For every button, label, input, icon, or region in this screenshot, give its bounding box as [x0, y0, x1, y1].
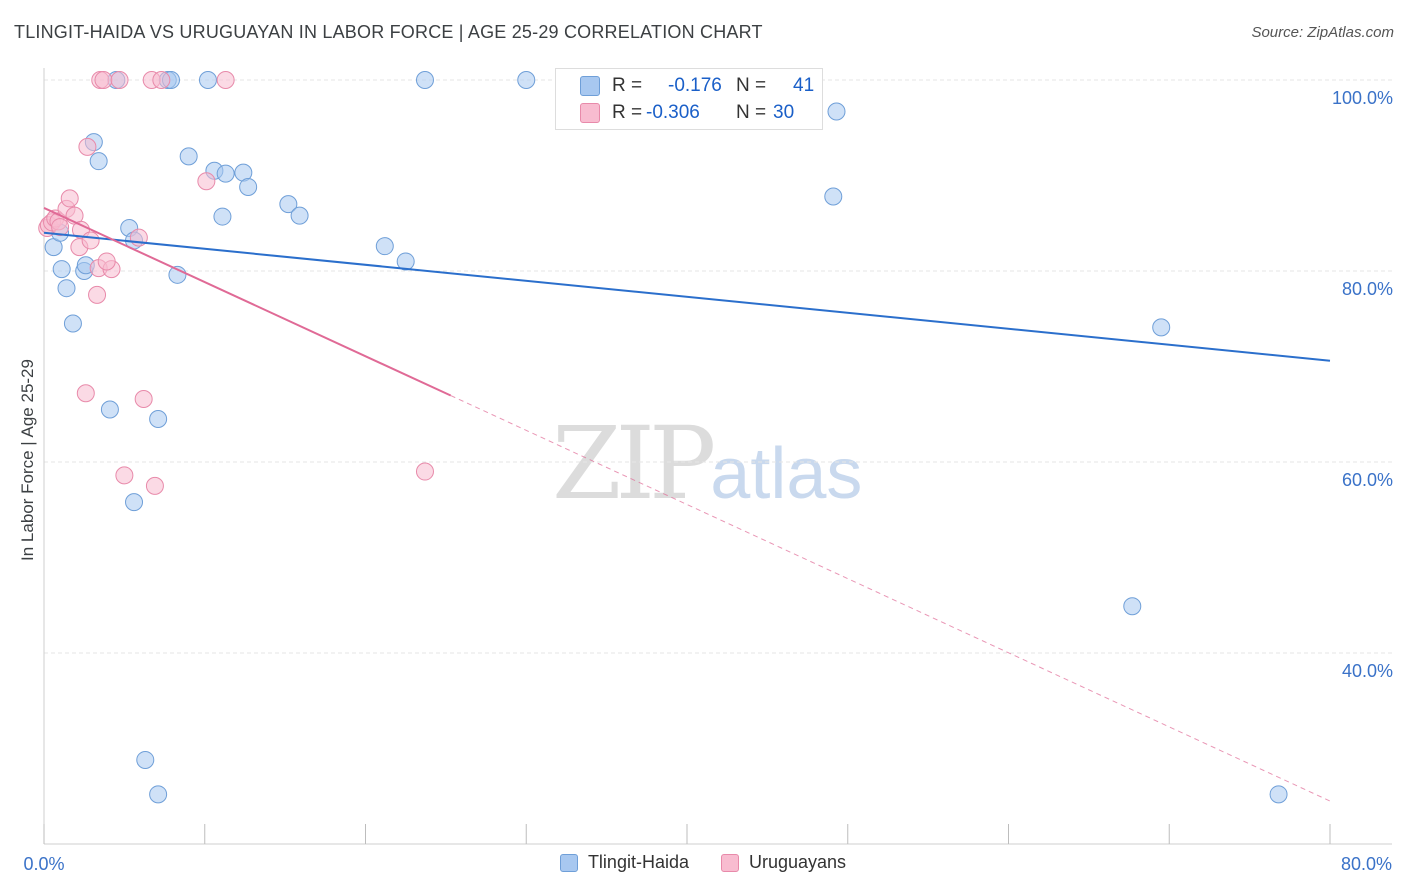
- uruguayan-point: [216, 71, 235, 89]
- uruguayan-point: [97, 252, 116, 271]
- x-tick-label: 0.0%: [23, 854, 64, 874]
- tlingit-point: [1152, 318, 1171, 337]
- n-label: N =: [736, 75, 767, 96]
- legend-item-uruguayans: Uruguayans: [720, 852, 847, 873]
- uruguayan-r-value: -0.306: [646, 102, 700, 123]
- legend-label-tlingit: Tlingit-Haida: [587, 852, 689, 872]
- tlingit-point: [63, 314, 82, 333]
- tlingit-point: [1123, 597, 1142, 616]
- uruguayan-point: [81, 231, 100, 250]
- tlingit-point: [149, 410, 168, 429]
- uruguayan-swatch: [580, 103, 600, 123]
- tlingit-point: [89, 152, 108, 171]
- uruguayan-trendline-extension: [450, 395, 1331, 802]
- uruguayan-point: [94, 71, 113, 89]
- uruguayan-point: [197, 172, 216, 191]
- source-label: Source: ZipAtlas.com: [1251, 24, 1394, 41]
- uruguayan-n-value: 30: [773, 102, 795, 123]
- x-tick-label: 80.0%: [1341, 854, 1392, 874]
- tlingit-point: [279, 195, 298, 214]
- n-label: N =: [736, 102, 767, 123]
- legend-item-tlingit: Tlingit-Haida: [559, 852, 689, 873]
- tlingit-point: [375, 237, 394, 256]
- uruguayan-point: [60, 189, 79, 208]
- tlingit-point: [213, 207, 232, 226]
- y-tick-label: 80.0%: [1342, 279, 1393, 299]
- tlingit-point: [824, 187, 843, 206]
- tlingit-point: [216, 164, 235, 183]
- legend-label-uruguayans: Uruguayans: [748, 852, 847, 872]
- tlingit-point: [198, 71, 217, 89]
- uruguayan-point: [51, 218, 70, 237]
- uruguayan-point: [78, 137, 97, 156]
- tlingit-point: [415, 71, 434, 89]
- tlingit-point: [1269, 785, 1288, 804]
- tlingit-point: [100, 400, 119, 419]
- uruguayan-point: [145, 476, 164, 495]
- tlingit-point: [517, 71, 536, 89]
- uruguayan-point: [152, 71, 171, 89]
- uruguayan-point: [110, 71, 129, 89]
- uruguayan-point: [415, 462, 434, 481]
- tlingit-point: [179, 147, 198, 166]
- tlingit-point: [827, 102, 846, 121]
- watermark-zip: ZIP: [552, 405, 716, 522]
- tlingit-trendline: [43, 231, 1331, 362]
- chart-title: TLINGIT-HAIDA VS URUGUAYAN IN LABOR FORC…: [14, 22, 763, 42]
- bottom-legend: Tlingit-Haida Uruguayans: [0, 852, 1406, 873]
- tlingit-point: [149, 785, 168, 804]
- stats-legend-box: R = -0.176 N = 41 R = -0.306 N = 30: [555, 68, 823, 130]
- uruguayan-point: [76, 384, 95, 403]
- tlingit-point: [52, 260, 71, 279]
- uruguayan-point: [88, 285, 107, 304]
- tlingit-point: [396, 252, 415, 271]
- tlingit-point: [136, 750, 155, 769]
- r-label: R =: [612, 75, 643, 96]
- uruguayan-trendline: [43, 207, 452, 397]
- uruguayan-point: [134, 389, 153, 408]
- tlingit-swatch: [580, 76, 600, 96]
- uruguayan-point: [115, 466, 134, 485]
- legend-swatch-tlingit: [559, 853, 578, 872]
- tlingit-point: [239, 177, 258, 196]
- y-tick-label: 60.0%: [1342, 470, 1393, 490]
- y-axis-label: In Labor Force | Age 25-29: [18, 359, 37, 561]
- watermark-atlas: atlas: [710, 434, 863, 514]
- watermark: ZIPatlas: [552, 405, 862, 522]
- y-tick-label: 40.0%: [1342, 661, 1393, 681]
- r-label: R =: [612, 102, 643, 123]
- tlingit-point: [57, 279, 76, 298]
- y-tick-label: 100.0%: [1332, 88, 1393, 108]
- tlingit-r-value: -0.176: [668, 75, 722, 96]
- tlingit-point: [125, 493, 144, 512]
- legend-swatch-uruguayans: [720, 853, 739, 872]
- tlingit-point: [290, 206, 309, 225]
- tlingit-n-value: 41: [793, 75, 815, 96]
